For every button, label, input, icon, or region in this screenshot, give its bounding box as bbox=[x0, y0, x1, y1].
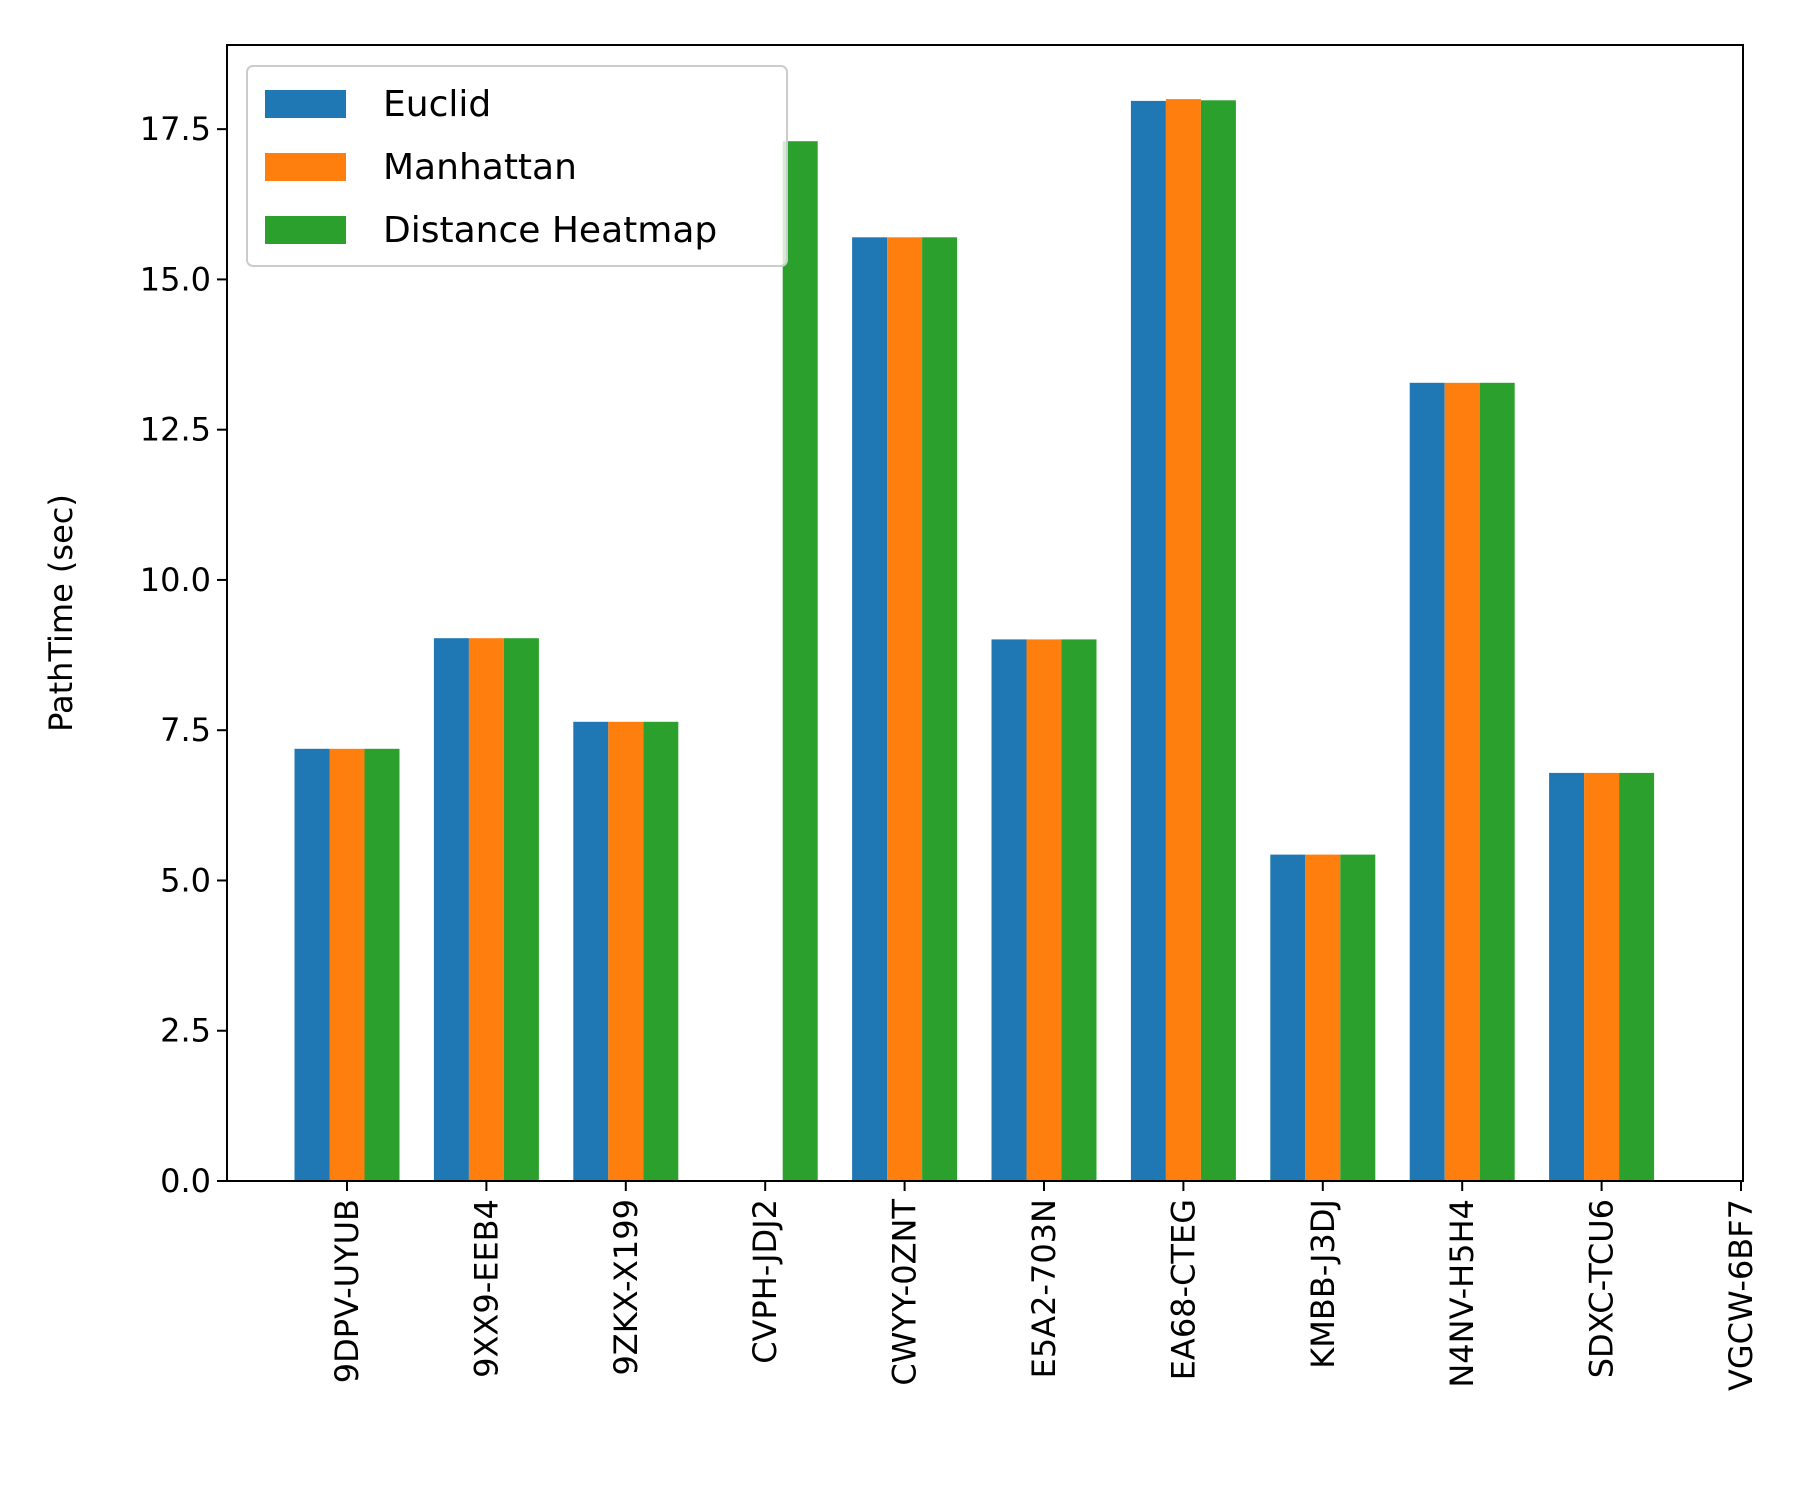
x-tick-label-cvph-jdj2: CVPH-JDJ2 bbox=[746, 1199, 784, 1364]
legend-label-distance-heatmap: Distance Heatmap bbox=[383, 210, 717, 251]
bar-distance-heatmap-cwyy-0znt bbox=[922, 237, 958, 1182]
bar-distance-heatmap-sdxc-tcu6 bbox=[1619, 772, 1655, 1181]
x-tick-label-kmbb-j3dj: KMBB-J3DJ bbox=[1304, 1199, 1342, 1369]
bar-distance-heatmap-e5a2-703n bbox=[1061, 639, 1097, 1181]
bar-manhattan-ea68-cteg bbox=[1165, 99, 1201, 1182]
legend-label-euclid: Euclid bbox=[383, 84, 491, 125]
y-tick-label: 12.5 bbox=[140, 411, 211, 449]
bar-euclid-n4nv-h5h4 bbox=[1409, 382, 1445, 1181]
bar-manhattan-9dpv-uyub bbox=[329, 748, 365, 1181]
x-tick-label-ea68-cteg: EA68-CTEG bbox=[1164, 1199, 1202, 1380]
legend: Euclid Manhattan Distance Heatmap bbox=[246, 65, 788, 267]
bar-euclid-cwyy-0znt bbox=[852, 237, 888, 1182]
bar-euclid-9zkx-x199 bbox=[573, 721, 609, 1181]
legend-swatch-euclid bbox=[265, 90, 346, 118]
bars-group bbox=[294, 99, 1655, 1182]
x-tick-label-e5a2-703n: E5A2-703N bbox=[1025, 1199, 1063, 1378]
x-tick-label-9zkx-x199: 9ZKX-X199 bbox=[607, 1199, 645, 1376]
y-tick-label: 15.0 bbox=[140, 260, 211, 298]
legend-swatch-distance-heatmap bbox=[265, 216, 346, 244]
bar-manhattan-9zkx-x199 bbox=[608, 721, 644, 1181]
y-axis-label: PathTime (sec) bbox=[42, 494, 80, 732]
bar-manhattan-kmbb-j3dj bbox=[1305, 854, 1341, 1181]
bar-euclid-sdxc-tcu6 bbox=[1549, 772, 1585, 1181]
legend-label-manhattan: Manhattan bbox=[383, 147, 577, 188]
bar-manhattan-n4nv-h5h4 bbox=[1444, 382, 1480, 1181]
ticks-group: 0.0 2.5 5.0 7.5 10.0 12.5 15.0 17.5 9DPV-UYUB 9XX… bbox=[140, 110, 1760, 1391]
y-tick-label: 2.5 bbox=[160, 1012, 211, 1050]
y-tick-label: 10.0 bbox=[140, 561, 211, 599]
bar-euclid-9dpv-uyub bbox=[294, 748, 330, 1181]
x-tick-label-sdxc-tcu6: SDXC-TCU6 bbox=[1583, 1199, 1621, 1378]
x-tick-label-9xx9-eeb4: 9XX9-EEB4 bbox=[467, 1199, 505, 1378]
bar-euclid-kmbb-j3dj bbox=[1270, 854, 1306, 1181]
bar-manhattan-e5a2-703n bbox=[1026, 639, 1062, 1181]
bar-distance-heatmap-9zkx-x199 bbox=[643, 721, 679, 1181]
bar-distance-heatmap-ea68-cteg bbox=[1200, 100, 1236, 1181]
x-tick-label-vgcw-6bf7: VGCW-6BF7 bbox=[1722, 1199, 1760, 1391]
y-tick-label: 0.0 bbox=[160, 1162, 211, 1200]
bar-distance-heatmap-cvph-jdj2 bbox=[782, 141, 818, 1182]
bar-manhattan-sdxc-tcu6 bbox=[1584, 772, 1620, 1181]
bar-euclid-9xx9-eeb4 bbox=[433, 638, 469, 1181]
x-tick-label-n4nv-h5h4: N4NV-H5H4 bbox=[1443, 1199, 1481, 1388]
y-tick-label: 5.0 bbox=[160, 861, 211, 899]
axes-frame bbox=[226, 44, 1744, 1182]
y-tick-label: 17.5 bbox=[140, 110, 211, 148]
x-tick-label-cwyy-0znt: CWYY-0ZNT bbox=[886, 1199, 924, 1386]
y-tick-label: 7.5 bbox=[160, 711, 211, 749]
bar-manhattan-9xx9-eeb4 bbox=[468, 638, 504, 1181]
x-tick-label-9dpv-uyub: 9DPV-UYUB bbox=[328, 1199, 366, 1383]
bar-euclid-e5a2-703n bbox=[991, 639, 1027, 1181]
bar-euclid-ea68-cteg bbox=[1130, 100, 1166, 1181]
bar-distance-heatmap-9xx9-eeb4 bbox=[503, 638, 539, 1181]
bar-distance-heatmap-n4nv-h5h4 bbox=[1479, 382, 1515, 1181]
bar-distance-heatmap-9dpv-uyub bbox=[364, 748, 400, 1181]
legend-swatch-manhattan bbox=[265, 153, 346, 181]
legend-box bbox=[246, 65, 788, 267]
bar-manhattan-cwyy-0znt bbox=[887, 237, 923, 1182]
bar-distance-heatmap-kmbb-j3dj bbox=[1340, 854, 1376, 1181]
